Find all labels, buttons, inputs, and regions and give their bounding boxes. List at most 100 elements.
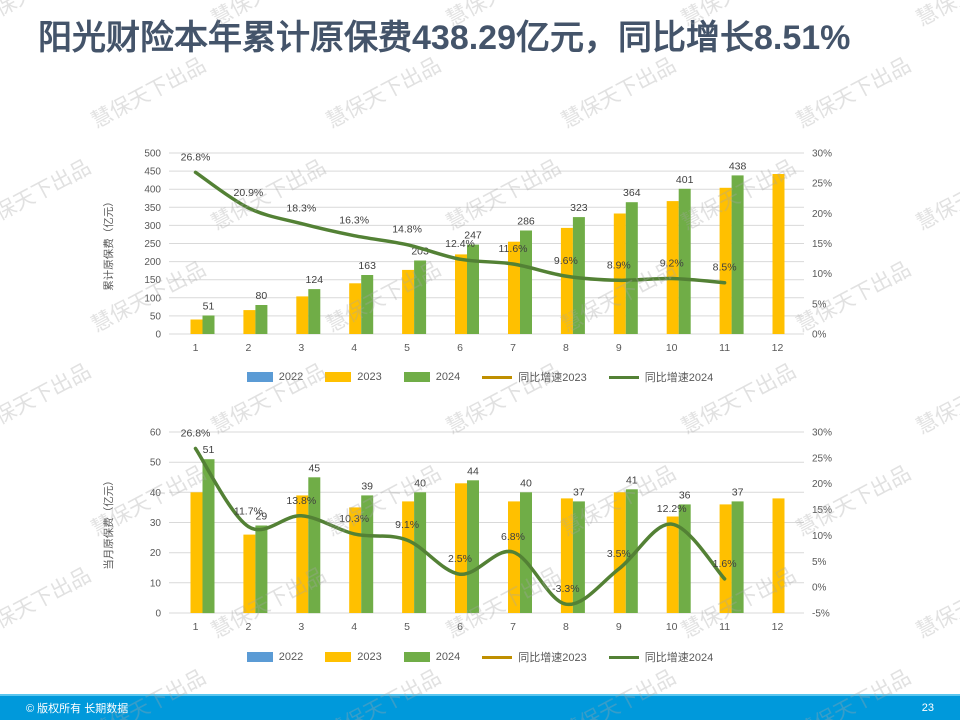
legend-swatch-2024 bbox=[403, 652, 430, 662]
y-axis-left-tick: 0 bbox=[155, 330, 161, 341]
line-label-同比增速2024: 10.3% bbox=[339, 513, 369, 525]
y-axis-left-tick: 40 bbox=[150, 488, 162, 499]
y-axis-right-tick: 0% bbox=[812, 583, 827, 594]
y-axis-left-tick: 350 bbox=[144, 203, 161, 214]
legend-monthly-chart: 2022 2023 2024 同比增速2023 同比增速2024 bbox=[0, 649, 960, 665]
growth-line-同比增速2024 bbox=[193, 446, 727, 606]
chart-cumulative: 0 50 100 150 200 250 300 350 400 450 500 0% 5% 10% 15%… bbox=[102, 149, 832, 355]
bar-2023-month-10 bbox=[666, 516, 679, 613]
bar-2023-month-1 bbox=[190, 319, 203, 334]
bar-2023-month-7 bbox=[508, 241, 520, 334]
legend-swatch-2023 bbox=[325, 652, 352, 662]
y-axis-right-tick: 15% bbox=[812, 239, 832, 250]
line-label-同比增速2024: 26.8% bbox=[181, 151, 211, 163]
footer-bar: © 版权所有 长期数据 23 bbox=[0, 694, 960, 720]
bar-2024-month-10 bbox=[678, 188, 691, 334]
footer-page-number: 23 bbox=[921, 702, 934, 714]
bar-2023-month-11 bbox=[719, 187, 732, 334]
x-axis-tick: 2 bbox=[245, 342, 251, 354]
x-axis-tick: 1 bbox=[193, 621, 199, 633]
x-axis-tick: 1 bbox=[193, 342, 199, 354]
bar-label-2024: 51 bbox=[203, 444, 215, 456]
line-label-同比增速2024: 8.5% bbox=[713, 262, 737, 274]
bar-2024-month-5 bbox=[414, 260, 427, 334]
y-axis-left-tick: 100 bbox=[144, 293, 161, 304]
legend-item-2024: 2024 bbox=[403, 651, 461, 663]
bar-2024-month-8 bbox=[572, 217, 585, 334]
legend-item-growth-2023: 同比增速2023 bbox=[482, 369, 587, 385]
bar-2023-month-7 bbox=[508, 501, 520, 613]
y-axis-left-tick: 500 bbox=[144, 149, 161, 160]
bar-label-2024: 29 bbox=[256, 511, 268, 523]
bar-2024-month-11 bbox=[731, 501, 744, 613]
bar-2024-month-3 bbox=[308, 289, 321, 334]
line-label-同比增速2024: 9.1% bbox=[395, 519, 419, 531]
x-axis-tick: 11 bbox=[719, 621, 730, 633]
bar-2024-month-9 bbox=[625, 202, 638, 334]
y-axis-left-tick: 450 bbox=[144, 167, 161, 178]
x-axis-tick: 12 bbox=[772, 342, 784, 354]
legend-item-2022: 2022 bbox=[246, 371, 303, 383]
legend-swatch-growth-2024 bbox=[608, 655, 639, 659]
line-label-同比增速2024: 11.7% bbox=[234, 506, 263, 518]
growth-line-同比增速2024 bbox=[193, 170, 727, 285]
bar-label-2024: 40 bbox=[520, 477, 532, 489]
x-axis-tick: 7 bbox=[510, 621, 516, 633]
bar-2023-month-12 bbox=[772, 174, 785, 334]
x-axis-tick: 8 bbox=[563, 621, 569, 633]
bar-2023-month-11 bbox=[719, 504, 732, 613]
bar-label-2024: 40 bbox=[414, 477, 426, 489]
bar-label-2024: 44 bbox=[467, 465, 479, 477]
y-axis-title: 累计原保费（亿元） bbox=[102, 196, 115, 291]
x-axis-tick: 6 bbox=[457, 342, 463, 354]
legend-item-2022: 2022 bbox=[246, 651, 303, 663]
x-axis-tick: 12 bbox=[772, 621, 784, 633]
x-axis-tick: 4 bbox=[351, 342, 357, 354]
x-axis-tick: 5 bbox=[404, 342, 410, 354]
bar-label-2024: 36 bbox=[679, 489, 691, 501]
bar-2024-month-5 bbox=[414, 492, 427, 613]
y-axis-left-tick: 50 bbox=[150, 311, 162, 322]
x-axis-tick: 11 bbox=[719, 342, 730, 354]
y-axis-title: 当月原保费（亿元） bbox=[102, 475, 115, 570]
y-axis-right-tick: 25% bbox=[812, 453, 832, 464]
bar-2023-month-8 bbox=[560, 498, 573, 613]
bar-2024-month-1 bbox=[202, 459, 215, 614]
x-axis-tick: 3 bbox=[298, 342, 304, 354]
bar-2023-month-8 bbox=[560, 227, 573, 334]
y-axis-left-tick: 50 bbox=[150, 458, 162, 469]
bar-label-2024: 41 bbox=[626, 474, 638, 486]
bar-2024-month-6 bbox=[467, 244, 479, 334]
bar-label-2024: 438 bbox=[729, 160, 747, 172]
bar-2024-month-9 bbox=[625, 489, 638, 613]
legend-item-2023: 2023 bbox=[325, 651, 382, 663]
y-axis-right-tick: 10% bbox=[812, 531, 832, 542]
bar-2023-month-5 bbox=[402, 269, 415, 334]
bar-2023-month-9 bbox=[613, 492, 626, 613]
bar-label-2024: 37 bbox=[573, 486, 585, 498]
legend-label-2024: 2024 bbox=[435, 651, 461, 663]
x-axis-tick: 9 bbox=[616, 342, 622, 354]
legend-label-growth-2024: 同比增速2024 bbox=[644, 652, 714, 664]
line-label-同比增速2024: -3.3% bbox=[552, 583, 579, 595]
page-title: 阳光财险本年累计原保费438.29亿元，同比增长8.51% bbox=[38, 19, 851, 57]
legend-label-growth-2023: 同比增速2023 bbox=[518, 652, 587, 664]
legend-swatch-growth-2023 bbox=[482, 375, 513, 379]
y-axis-left-tick: 400 bbox=[144, 185, 161, 196]
bar-label-2024: 323 bbox=[570, 202, 588, 214]
y-axis-right-tick: 30% bbox=[812, 149, 832, 160]
legend-item-2024: 2024 bbox=[403, 371, 460, 383]
y-axis-left-tick: 10 bbox=[150, 578, 162, 589]
legend-swatch-2024 bbox=[403, 372, 430, 382]
x-axis-tick: 8 bbox=[563, 342, 569, 354]
bar-2024-month-7 bbox=[520, 492, 532, 613]
y-axis-left-tick: 300 bbox=[144, 221, 161, 232]
bar-2024-month-2 bbox=[255, 305, 268, 334]
line-label-同比增速2024: 18.3% bbox=[286, 203, 316, 215]
bar-2023-month-4 bbox=[349, 283, 362, 334]
y-axis-left-tick: 150 bbox=[144, 275, 161, 286]
bar-label-2024: 364 bbox=[623, 187, 641, 199]
y-axis-right-tick: 25% bbox=[812, 179, 832, 190]
